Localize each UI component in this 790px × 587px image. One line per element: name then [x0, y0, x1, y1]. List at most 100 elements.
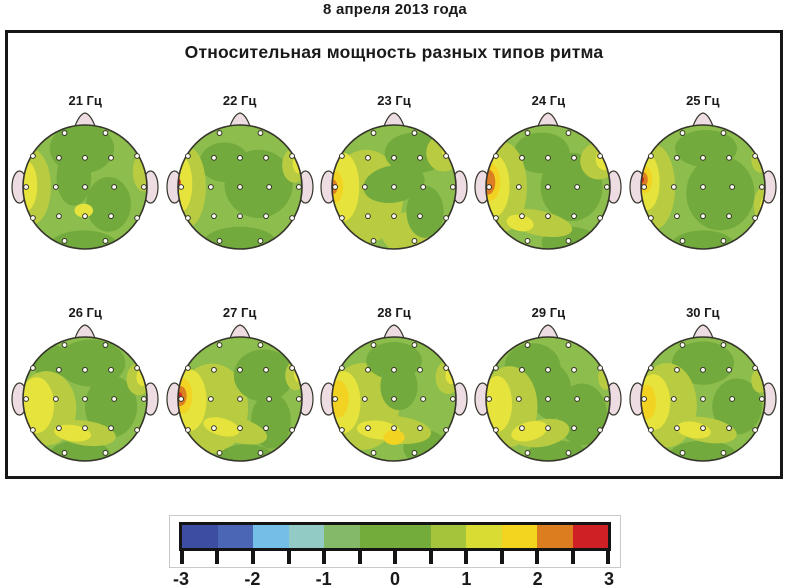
- electrode-dot: [699, 425, 706, 432]
- electrode-dot: [565, 130, 572, 136]
- electrode-dot: [493, 365, 500, 371]
- electrode-dot: [545, 213, 552, 220]
- electrode-dot: [673, 154, 680, 161]
- electrode-dot: [647, 215, 654, 221]
- electrode-dot: [265, 184, 272, 190]
- colorbar-tick: [286, 551, 291, 564]
- electrode-dot: [236, 184, 243, 190]
- topomap-head-svg: [474, 112, 622, 250]
- electrode-dot: [216, 342, 223, 348]
- electrode-dot: [391, 184, 397, 190]
- electrode-dot: [417, 366, 423, 373]
- contour-blob: [486, 169, 496, 195]
- topomap-cell-23hz: 23 Гц: [317, 93, 471, 253]
- electrode-dot: [604, 396, 611, 402]
- topomap-head-svg: [165, 112, 314, 250]
- electrode-dot: [257, 342, 263, 348]
- topomap-cell-22hz: 22 Гц: [162, 93, 316, 253]
- electrode-dot: [134, 215, 141, 221]
- contour-blob: [85, 375, 138, 438]
- electrode-dot: [751, 153, 758, 159]
- topomap-label: 30 Гц: [686, 305, 720, 320]
- contour-blob: [56, 149, 92, 206]
- contour-blob: [383, 430, 405, 445]
- electrode-dot: [391, 154, 397, 161]
- electrode-dot: [673, 425, 680, 432]
- electrode-dot: [210, 154, 217, 161]
- topomap-head-svg: [629, 324, 777, 462]
- electrode-dot: [30, 365, 37, 371]
- topomap-label: 28 Гц: [377, 305, 411, 320]
- electrode-dot: [262, 425, 269, 432]
- electrode-dot: [597, 215, 604, 221]
- contour-blob: [49, 230, 119, 249]
- contour-blob: [526, 440, 589, 461]
- electrode-dot: [751, 215, 758, 221]
- colorbar-tick: [570, 551, 575, 564]
- colorbar-tick-label: -2: [244, 569, 261, 587]
- electrode-dot: [411, 130, 418, 136]
- contour-blob: [514, 132, 571, 174]
- electrode-dot: [236, 213, 243, 220]
- contour-blob: [712, 378, 762, 435]
- electrode-dot: [525, 450, 531, 456]
- electrode-dot: [670, 184, 677, 190]
- electrode-dot: [30, 427, 37, 433]
- colorbar-segment: [466, 525, 502, 548]
- contour-blob: [671, 230, 734, 249]
- electrode-dot: [493, 153, 500, 159]
- electrode-dot: [443, 365, 449, 371]
- electrode-dot: [391, 425, 397, 432]
- topomap-label: 22 Гц: [222, 93, 257, 108]
- head-outline: [485, 336, 612, 462]
- colorbar-tick: [250, 551, 255, 564]
- electrode-dot: [597, 365, 604, 371]
- colorbar-tick: [606, 551, 610, 564]
- electrode-dot: [565, 450, 572, 456]
- contour-blob: [640, 384, 656, 420]
- colorbar-ticks: [180, 551, 610, 564]
- colorbar-tick-label: 0: [389, 569, 401, 587]
- electrode-dot: [493, 427, 500, 433]
- electrode-dot: [545, 366, 552, 373]
- electrode-dot: [30, 153, 37, 159]
- electrode-dot: [519, 213, 526, 220]
- topomap-cell-26hz: 26 Гц: [8, 305, 162, 465]
- electrode-dot: [411, 450, 418, 456]
- topomap-cell-30hz: 30 Гц: [626, 305, 780, 465]
- electrode-dot: [134, 153, 141, 159]
- head-outline: [22, 124, 148, 250]
- colorbar-tick: [321, 551, 326, 564]
- colorbar-tick: [215, 551, 220, 564]
- electrode-dot: [571, 154, 578, 161]
- electrode-dot: [729, 396, 735, 402]
- contour-blob: [363, 164, 425, 203]
- electrode-dot: [365, 154, 371, 161]
- electrode-dot: [640, 396, 647, 402]
- electrode-dot: [673, 213, 680, 220]
- electrode-dot: [443, 215, 449, 221]
- electrode-dot: [108, 425, 115, 432]
- contour-blob: [54, 424, 92, 442]
- electrode-dot: [640, 184, 647, 190]
- electrode-dot: [102, 238, 109, 244]
- contour-blob: [406, 185, 444, 238]
- electrode-dot: [758, 184, 765, 190]
- electrode-dot: [519, 366, 526, 373]
- topomap-head-svg: [474, 324, 622, 462]
- electrode-dot: [236, 366, 243, 373]
- head-outline: [331, 336, 457, 462]
- electrode-dot: [725, 425, 732, 432]
- electrode-dot: [56, 425, 63, 432]
- electrode-dot: [574, 184, 581, 190]
- colorbar-tick-label: 1: [461, 569, 472, 587]
- electrode-dot: [82, 213, 89, 220]
- colorbar-tick-label: -1: [315, 569, 332, 587]
- colorbar-tick: [393, 551, 397, 564]
- electrode-dot: [102, 450, 109, 456]
- electrode-dot: [141, 396, 147, 402]
- contour-blob: [74, 203, 94, 218]
- electrode-dot: [82, 425, 89, 432]
- electrode-dot: [647, 365, 654, 371]
- contour-blob: [202, 417, 240, 437]
